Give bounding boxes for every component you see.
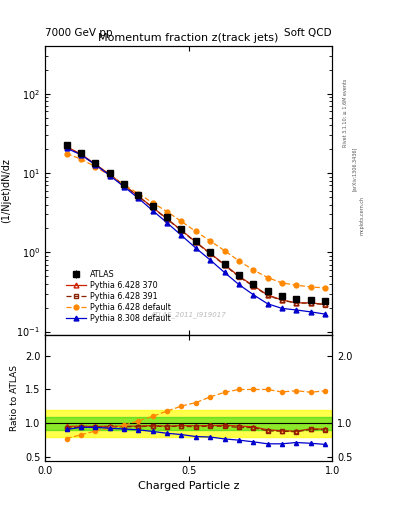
Pythia 6.428 370 (179, 227, 184, 233)
Pythia 8.308 default (323, 311, 327, 317)
Pythia 6.428 default (323, 285, 327, 291)
X-axis label: Charged Particle z: Charged Particle z (138, 481, 239, 491)
Pythia 6.428 default (279, 280, 284, 286)
Pythia 6.428 default (265, 274, 270, 281)
Text: [arXiv:1306.3436]: [arXiv:1306.3436] (352, 147, 357, 191)
Pythia 6.428 default (93, 164, 98, 170)
Line: Pythia 6.428 391: Pythia 6.428 391 (64, 145, 327, 307)
Line: Pythia 6.428 370: Pythia 6.428 370 (64, 144, 327, 307)
Pythia 6.428 default (151, 200, 155, 206)
Pythia 6.428 391 (294, 300, 299, 306)
Pythia 6.428 391 (251, 283, 255, 289)
Pythia 6.428 391 (265, 292, 270, 298)
Pythia 8.308 default (265, 301, 270, 307)
Text: Soft QCD: Soft QCD (285, 28, 332, 38)
Pythia 6.428 370 (308, 300, 313, 306)
Pythia 6.428 370 (222, 262, 227, 268)
Bar (45, 417, 332, 430)
Text: ATLAS_2011_I919017: ATLAS_2011_I919017 (151, 311, 226, 318)
Pythia 6.428 391 (237, 274, 241, 280)
Pythia 6.428 default (251, 267, 255, 273)
Pythia 6.428 370 (294, 300, 299, 306)
Y-axis label: (1/Njet)dN/dz: (1/Njet)dN/dz (1, 158, 11, 223)
Pythia 8.308 default (79, 152, 83, 158)
Pythia 6.428 default (308, 284, 313, 290)
Text: 7000 GeV pp: 7000 GeV pp (45, 28, 113, 38)
Pythia 6.428 391 (179, 228, 184, 234)
Pythia 6.428 391 (107, 172, 112, 178)
Pythia 8.308 default (151, 207, 155, 214)
Title: Momentum fraction z(track jets): Momentum fraction z(track jets) (99, 33, 279, 42)
Pythia 6.428 default (165, 208, 169, 215)
Line: Pythia 6.428 default: Pythia 6.428 default (64, 152, 327, 290)
Pythia 6.428 391 (64, 144, 69, 151)
Pythia 6.428 391 (193, 240, 198, 246)
Text: mcplots.cern.ch: mcplots.cern.ch (360, 196, 365, 234)
Pythia 6.428 default (179, 218, 184, 224)
Pythia 6.428 391 (279, 297, 284, 303)
Text: Rivet 3.1.10; ≥ 1.6M events: Rivet 3.1.10; ≥ 1.6M events (343, 78, 348, 147)
Pythia 6.428 370 (93, 161, 98, 167)
Pythia 6.428 391 (308, 300, 313, 306)
Pythia 8.308 default (222, 269, 227, 275)
Pythia 6.428 370 (64, 143, 69, 150)
Pythia 8.308 default (122, 184, 127, 190)
Pythia 6.428 370 (323, 301, 327, 307)
Pythia 6.428 370 (136, 193, 141, 199)
Pythia 8.308 default (64, 145, 69, 152)
Pythia 6.428 370 (79, 151, 83, 157)
Pythia 8.308 default (279, 305, 284, 311)
Pythia 6.428 370 (165, 216, 169, 222)
Pythia 6.428 391 (93, 161, 98, 167)
Pythia 6.428 370 (251, 283, 255, 289)
Pythia 8.308 default (136, 195, 141, 201)
Pythia 6.428 391 (151, 205, 155, 211)
Pythia 6.428 default (222, 247, 227, 253)
Pythia 8.308 default (237, 282, 241, 288)
Line: Pythia 8.308 default: Pythia 8.308 default (64, 146, 327, 316)
Pythia 6.428 default (64, 151, 69, 157)
Pythia 6.428 370 (265, 292, 270, 298)
Pythia 8.308 default (308, 309, 313, 315)
Pythia 8.308 default (165, 220, 169, 226)
Pythia 6.428 370 (151, 204, 155, 210)
Pythia 6.428 default (122, 182, 127, 188)
Pythia 6.428 default (79, 156, 83, 162)
Pythia 6.428 370 (122, 182, 127, 188)
Pythia 6.428 default (193, 228, 198, 234)
Pythia 6.428 370 (237, 273, 241, 279)
Pythia 6.428 391 (165, 216, 169, 222)
Pythia 6.428 default (208, 238, 213, 244)
Pythia 6.428 370 (279, 297, 284, 303)
Y-axis label: Ratio to ATLAS: Ratio to ATLAS (10, 365, 19, 431)
Pythia 6.428 391 (79, 152, 83, 158)
Pythia 8.308 default (208, 257, 213, 263)
Pythia 8.308 default (251, 291, 255, 297)
Pythia 6.428 391 (323, 302, 327, 308)
Pythia 6.428 default (237, 258, 241, 264)
Pythia 8.308 default (107, 173, 112, 179)
Pythia 6.428 default (136, 190, 141, 197)
Pythia 8.308 default (179, 232, 184, 239)
Bar (45, 410, 332, 437)
Pythia 6.428 370 (208, 250, 213, 257)
Pythia 6.428 default (107, 173, 112, 179)
Pythia 6.428 370 (107, 172, 112, 178)
Pythia 6.428 default (294, 282, 299, 288)
Pythia 8.308 default (93, 162, 98, 168)
Legend: ATLAS, Pythia 6.428 370, Pythia 6.428 391, Pythia 6.428 default, Pythia 8.308 de: ATLAS, Pythia 6.428 370, Pythia 6.428 39… (64, 267, 173, 325)
Pythia 6.428 370 (193, 239, 198, 245)
Pythia 6.428 391 (122, 182, 127, 188)
Pythia 6.428 391 (136, 194, 141, 200)
Pythia 8.308 default (193, 245, 198, 251)
Pythia 8.308 default (294, 307, 299, 313)
Pythia 6.428 391 (222, 262, 227, 268)
Pythia 6.428 391 (208, 250, 213, 257)
